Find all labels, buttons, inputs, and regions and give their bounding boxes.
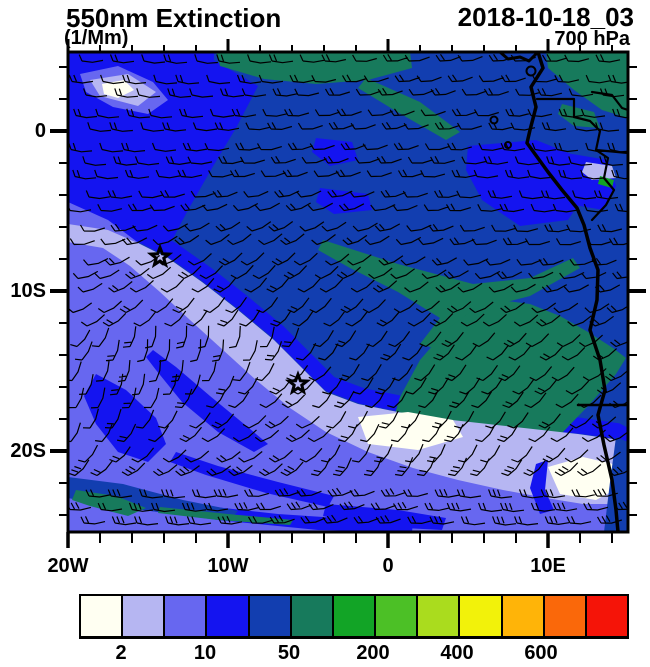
contour-region — [546, 52, 628, 118]
colorbar-cell — [460, 596, 503, 636]
y-axis-label: 0 — [34, 120, 46, 142]
contour-region — [318, 240, 580, 350]
contour-region — [158, 507, 293, 525]
island-star-marker — [284, 370, 312, 396]
colorbar-cell — [291, 596, 334, 636]
figure-title: 550nm Extinction — [66, 3, 282, 33]
y-axis-label: 10S — [10, 280, 46, 302]
colorbar-cell — [586, 596, 628, 636]
island-star-marker — [146, 243, 174, 269]
colorbar-cell — [207, 596, 250, 636]
colorbar-cell — [544, 596, 587, 636]
colorbar-cell — [81, 596, 124, 636]
contour-region — [530, 460, 554, 514]
contour-region — [170, 452, 334, 507]
island-outline — [525, 65, 537, 77]
country-border — [535, 97, 576, 119]
x-axis-label: 10W — [207, 555, 249, 577]
contour-region — [68, 477, 238, 520]
colorbar-label: 600 — [524, 642, 558, 664]
colorbar-label: 200 — [356, 642, 390, 664]
coastline — [525, 52, 620, 532]
contour-region — [68, 224, 628, 504]
colorbar-cell — [123, 596, 166, 636]
colorbar-cell — [249, 596, 292, 636]
figure-datetime: 2018-10-18_03 — [457, 2, 634, 32]
contour-region — [358, 412, 463, 450]
wind-barbs-layer — [68, 53, 628, 526]
x-axis-label: 20W — [47, 555, 89, 577]
island-markers-layer — [146, 243, 312, 396]
contour-region — [548, 457, 620, 500]
country-border — [594, 148, 628, 155]
colorbar — [79, 594, 629, 639]
map-frame — [66, 50, 630, 534]
colorbar-cell — [418, 596, 461, 636]
contour-region — [84, 374, 166, 462]
colorbar-label: 400 — [440, 642, 474, 664]
colorbar-label: 10 — [193, 642, 217, 664]
colorbar-cell — [333, 596, 377, 636]
colorbar-cell — [502, 596, 545, 636]
contour-region — [466, 140, 586, 226]
colorbar-label: 50 — [277, 642, 301, 664]
x-axis-label: 0 — [382, 555, 394, 577]
map-fill-regions — [68, 52, 628, 532]
country-border — [572, 115, 616, 222]
contour-region — [216, 52, 412, 84]
contour-region — [358, 78, 460, 140]
coastline-and-borders — [489, 52, 628, 532]
contour-region — [582, 162, 616, 180]
wind-barbs — [68, 53, 628, 526]
units-label: (1/Mm) — [64, 27, 129, 49]
x-axis-label: 10E — [530, 555, 566, 577]
pressure-level-label: 700 hPa — [554, 28, 630, 50]
colorbar-cell — [376, 596, 419, 636]
y-axis-label: 20S — [10, 440, 46, 462]
contour-region — [102, 80, 134, 98]
colorbar-cell — [165, 596, 208, 636]
colorbar-label: 2 — [115, 642, 127, 664]
